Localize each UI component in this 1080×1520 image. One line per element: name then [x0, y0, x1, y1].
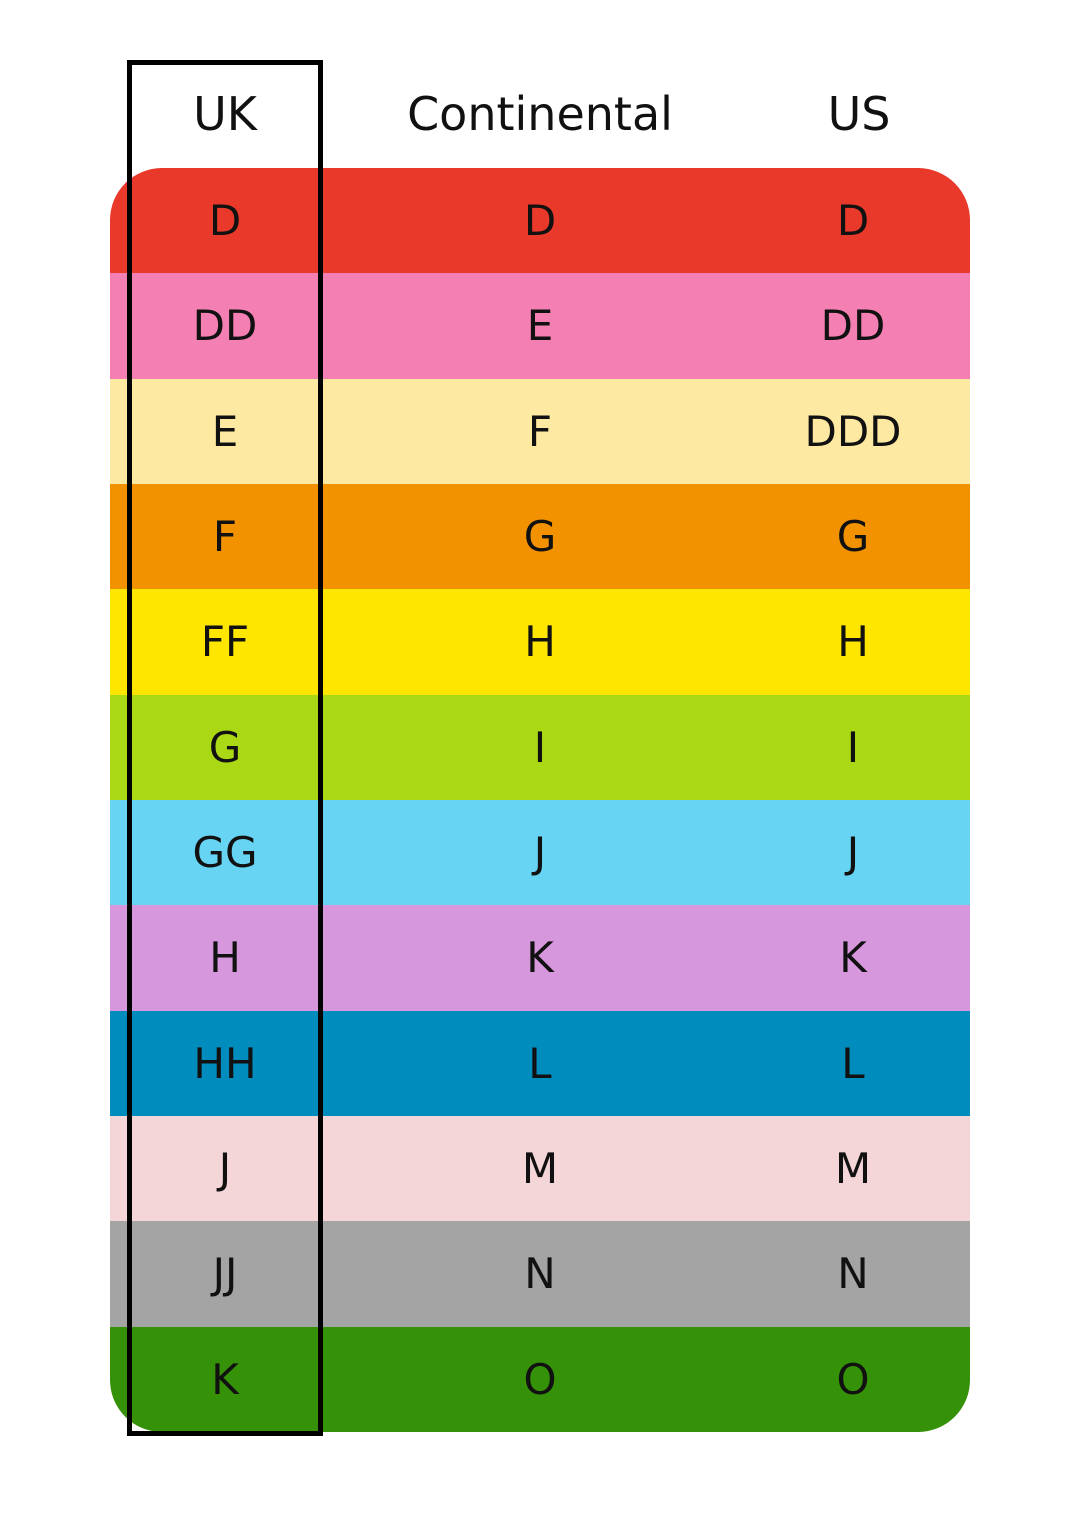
uk-size: JJ — [212, 1249, 238, 1299]
uk-size: F — [212, 512, 238, 562]
us-size: J — [846, 828, 860, 878]
continental-size: L — [528, 1038, 552, 1088]
us-size: M — [834, 1144, 872, 1194]
continental-size: J — [533, 828, 547, 878]
header-continental: Continental — [407, 87, 673, 141]
continental-size: E — [526, 301, 554, 351]
continental-size: G — [523, 512, 557, 562]
continental-size: H — [524, 617, 556, 667]
us-size: O — [836, 1354, 870, 1404]
uk-size: K — [211, 1354, 239, 1404]
uk-size: GG — [192, 828, 258, 878]
uk-size: G — [208, 722, 242, 772]
uk-column-highlight-box — [127, 60, 323, 1436]
us-size: L — [841, 1038, 865, 1088]
us-size: DDD — [804, 406, 902, 456]
continental-size: I — [533, 722, 547, 772]
us-size: H — [837, 617, 869, 667]
uk-size: H — [209, 933, 241, 983]
continental-size: O — [523, 1354, 557, 1404]
us-size: I — [846, 722, 860, 772]
header-us: US — [827, 87, 891, 141]
uk-size: DD — [192, 301, 258, 351]
uk-size: HH — [193, 1038, 257, 1088]
continental-size: D — [523, 196, 557, 246]
table-row: E F DDD — [110, 378, 970, 484]
continental-size: N — [524, 1249, 556, 1299]
us-size: D — [836, 196, 870, 246]
uk-size: FF — [200, 617, 250, 667]
continental-size: F — [527, 406, 553, 456]
size-conversion-table: D D D DD E DD E F DDD F G G FF H H G I I GG J J H K K HH L L J M M JJ N… — [110, 168, 970, 1432]
table-row: DD E DD — [110, 273, 970, 379]
us-size: DD — [820, 301, 886, 351]
continental-size: M — [521, 1144, 559, 1194]
us-size: G — [836, 512, 870, 562]
header-uk: UK — [193, 87, 257, 141]
table-row: FF H H — [110, 589, 970, 695]
uk-size: D — [208, 196, 242, 246]
table-row: HH L L — [110, 1010, 970, 1116]
table-row: GG J J — [110, 799, 970, 906]
continental-size: K — [526, 933, 554, 983]
uk-size: J — [218, 1144, 232, 1194]
uk-size: E — [211, 406, 239, 456]
us-size: K — [839, 933, 867, 983]
table-row: JJ N N — [110, 1221, 970, 1327]
us-size: N — [837, 1249, 869, 1299]
